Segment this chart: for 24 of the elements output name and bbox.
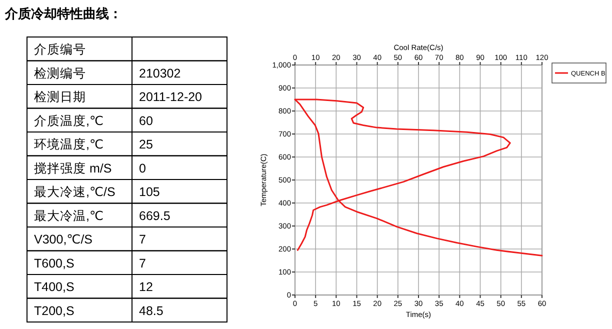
- text: 0: [139, 161, 146, 176]
- category-label: V300,℃/S: [34, 232, 93, 246]
- text: 60: [139, 114, 153, 128]
- text: 12: [139, 280, 153, 294]
- text: 7: [139, 256, 146, 270]
- text: 25: [139, 138, 153, 152]
- category-label: T600,S: [34, 256, 74, 270]
- category-label: 介质编号: [34, 42, 86, 56]
- category-label: 最大冷速,℃/S: [34, 185, 116, 199]
- category-label: T400,S: [34, 280, 74, 294]
- text: 669.5: [139, 208, 170, 223]
- category-label: T200,S: [34, 304, 74, 318]
- text: 7: [139, 232, 146, 246]
- category-label: 搅拌强度 m/S: [34, 160, 112, 176]
- text: 2011-12-20: [139, 90, 202, 104]
- category-label: 介质温度,℃: [34, 112, 104, 128]
- text: 105: [139, 185, 160, 199]
- category-label: 检测日期: [34, 90, 86, 104]
- text: 介质冷却特性曲线：: [4, 6, 122, 21]
- text: 210302: [139, 66, 181, 80]
- text: 48.5: [139, 304, 164, 318]
- category-label: 环境温度,℃: [34, 136, 104, 152]
- category-label: 最大冷温,℃: [34, 208, 104, 223]
- category-label: 检测编号: [34, 66, 86, 80]
